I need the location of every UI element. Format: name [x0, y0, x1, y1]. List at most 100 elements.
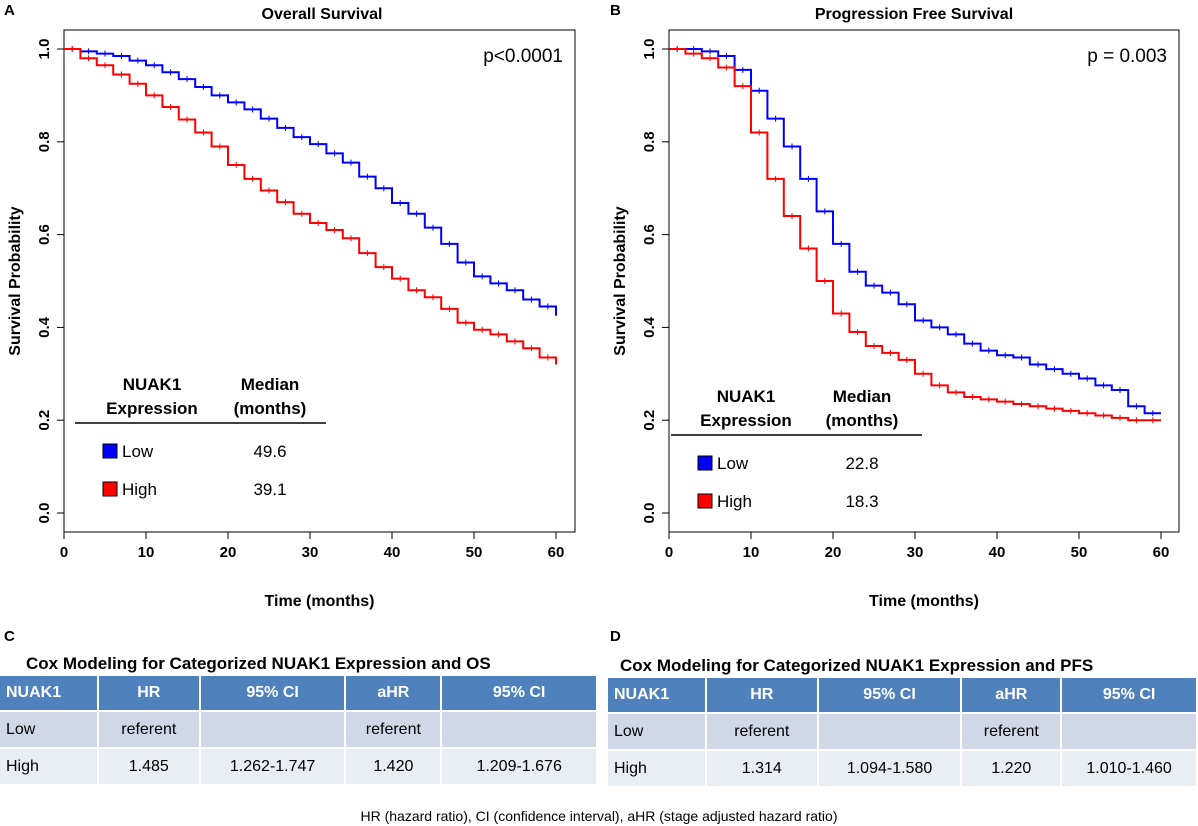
censor-mark-low — [266, 115, 272, 122]
censor-mark-low — [151, 62, 158, 69]
y-tick-label: 0.4 — [36, 316, 53, 338]
x-tick-label: 20 — [825, 544, 842, 561]
chart-progression-free-survival: Progression Free Survival 0.0 0.2 0.4 0.6 0.8… — [612, 6, 1180, 610]
panel-label-b: B — [610, 2, 621, 19]
censor-mark-low — [772, 115, 779, 122]
legend-median: 18.3 — [845, 492, 878, 511]
censor-mark-high — [462, 319, 469, 326]
censor-mark-high — [1018, 400, 1025, 407]
legend-median: 39.1 — [253, 480, 286, 499]
censor-mark-high — [838, 310, 845, 317]
os-table-title: Cox Modeling for Categorized NUAK1 Expre… — [26, 654, 491, 673]
table-header-cell: 95% CI — [441, 676, 598, 712]
censor-mark-low — [1018, 354, 1025, 361]
censor-mark-high — [985, 396, 992, 403]
y-tick-label: 1.0 — [641, 39, 658, 60]
table-cell — [817, 713, 963, 751]
censor-mark-high — [1067, 407, 1074, 414]
censor-mark-high — [528, 345, 535, 352]
censor-mark-high — [903, 356, 910, 363]
x-tick-label: 20 — [220, 544, 237, 561]
table-cell: 1.314 — [705, 750, 819, 788]
censor-mark-low — [936, 324, 943, 331]
censor-mark-low — [1149, 410, 1156, 417]
table-cell: 1.094-1.580 — [817, 750, 963, 788]
legend-header-line2: Expression — [106, 399, 198, 418]
censor-mark-high — [216, 143, 223, 150]
censor-mark-high — [85, 55, 92, 62]
censor-mark-low — [707, 48, 713, 55]
chart-overall-survival: Overall Survival 0.0 0.2 0.4 0.6 0.8 1.0 0 10 20 3… — [7, 6, 576, 610]
censor-mark-high — [151, 92, 158, 99]
legend-header-line1: NUAK1 — [123, 375, 182, 394]
table-header-cell: HR — [705, 678, 819, 714]
censor-mark-low — [413, 210, 420, 217]
table-cell: 1.010-1.460 — [1061, 750, 1198, 788]
censor-mark-low — [184, 76, 190, 83]
y-tick-label: 0.4 — [641, 316, 658, 338]
censor-mark-low — [920, 317, 927, 324]
legend-swatch-low — [102, 443, 118, 459]
censor-mark-high — [739, 83, 746, 90]
censor-mark-low — [118, 52, 125, 59]
censor-mark-low — [1100, 382, 1107, 389]
censor-mark-low — [1002, 352, 1009, 359]
x-tick-label: 0 — [60, 544, 68, 561]
censor-mark-high — [446, 305, 453, 312]
censor-mark-high — [249, 175, 256, 182]
table-cell: 1.485 — [97, 748, 201, 786]
y-tick-label: 0.0 — [36, 503, 53, 524]
legend-header-line4: (months) — [234, 399, 307, 418]
censor-mark-low — [1133, 403, 1140, 410]
censor-mark-low — [1084, 375, 1091, 382]
legend-header-line2: Expression — [700, 411, 792, 430]
x-tick-label: 60 — [548, 544, 565, 561]
censor-mark-low — [887, 289, 894, 296]
table-row: High 1.485 1.262-1.747 1.420 1.209-1.676 — [0, 748, 598, 786]
censor-mark-high — [1084, 410, 1091, 417]
censor-mark-high — [821, 278, 828, 284]
y-tick-label: 0.0 — [641, 503, 658, 524]
censor-mark-low — [838, 240, 845, 247]
table-cell: High — [0, 748, 99, 786]
table-cell: High — [608, 750, 707, 788]
y-tick-label: 0.6 — [641, 224, 658, 245]
censor-mark-high — [690, 50, 697, 57]
censor-mark-high — [772, 175, 779, 182]
censor-mark-low — [102, 50, 108, 57]
table-header-row: NUAK1 HR 95% CI aHR 95% CI — [608, 678, 1198, 714]
legend-swatch-low — [697, 455, 713, 471]
table-cell: 1.420 — [345, 748, 443, 786]
censor-mark-high — [233, 162, 240, 168]
panel-label-d: D — [610, 628, 621, 645]
table-header-cell: 95% CI — [199, 676, 347, 712]
censor-mark-high — [495, 331, 502, 338]
table-cell — [1061, 713, 1198, 751]
censor-mark-high — [1133, 417, 1140, 424]
legend-header-line3: Median — [241, 375, 300, 394]
censor-mark-low — [903, 301, 910, 308]
table-header-cell: HR — [97, 676, 201, 712]
censor-mark-high — [102, 62, 108, 69]
censor-mark-low — [821, 208, 828, 215]
censor-mark-low — [756, 87, 763, 94]
table-cell — [199, 711, 347, 749]
x-tick-label: 60 — [1153, 544, 1170, 561]
table-cell: referent — [961, 713, 1063, 751]
table-header-row: NUAK1 HR 95% CI aHR 95% CI — [0, 676, 598, 712]
table-header-cell: 95% CI — [1061, 678, 1198, 714]
censor-mark-high — [789, 213, 795, 220]
os-cox-table: NUAK1 HR 95% CI aHR 95% CI Low referent … — [0, 676, 598, 786]
censor-mark-low — [298, 134, 305, 141]
y-tick-label: 0.8 — [36, 131, 53, 152]
censor-mark-low — [462, 259, 469, 266]
censor-mark-low — [495, 280, 502, 287]
legend-median: 49.6 — [253, 442, 286, 461]
legend-header-line1: NUAK1 — [717, 387, 776, 406]
censor-mark-high — [756, 129, 763, 136]
table-cell: 1.262-1.747 — [199, 748, 347, 786]
censor-mark-high — [200, 129, 207, 136]
legend-label: High — [122, 480, 157, 499]
legend-swatch-high — [697, 493, 713, 509]
x-tick-label: 40 — [989, 544, 1006, 561]
